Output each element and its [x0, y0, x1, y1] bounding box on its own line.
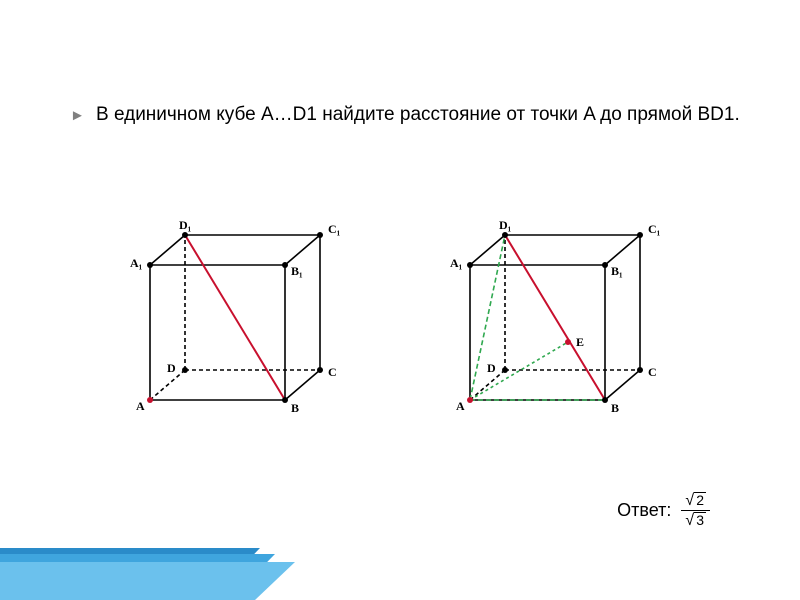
svg-text:C₁: C₁ — [648, 222, 660, 236]
svg-text:C: C — [328, 365, 337, 379]
svg-text:D: D — [487, 361, 496, 375]
cube-diagram-left: A B C D A₁ B₁ C₁ D₁ — [120, 210, 340, 430]
svg-text:D₁: D₁ — [499, 218, 512, 232]
answer-num: 2 — [694, 492, 706, 508]
svg-text:B₁: B₁ — [291, 264, 303, 278]
slide: ► В единичном кубе A…D1 найдите расстоян… — [0, 0, 800, 600]
diagram-area: A B C D A₁ B₁ C₁ D₁ E A B C D A₁ B₁ C₁ D₁ — [0, 210, 800, 470]
svg-text:B: B — [611, 401, 619, 415]
accent-bar — [0, 548, 320, 600]
svg-text:B: B — [291, 401, 299, 415]
answer-den: 3 — [694, 512, 706, 528]
svg-text:E: E — [576, 335, 584, 349]
svg-text:D: D — [167, 361, 176, 375]
svg-text:C: C — [648, 365, 657, 379]
svg-text:A₁: A₁ — [130, 256, 143, 270]
svg-text:B₁: B₁ — [611, 264, 623, 278]
answer-fraction: √2 √3 — [681, 492, 710, 530]
svg-text:D₁: D₁ — [179, 218, 192, 232]
svg-text:A₁: A₁ — [450, 256, 463, 270]
svg-text:A: A — [136, 399, 145, 413]
answer: Ответ: √2 √3 — [617, 492, 710, 530]
svg-text:C₁: C₁ — [328, 222, 340, 236]
svg-text:A: A — [456, 399, 465, 413]
cube-diagram-right: E A B C D A₁ B₁ C₁ D₁ — [440, 210, 660, 430]
problem-text: В единичном кубе A…D1 найдите расстояние… — [96, 102, 740, 128]
bullet-icon: ► — [70, 107, 85, 124]
answer-label: Ответ: — [617, 500, 671, 521]
